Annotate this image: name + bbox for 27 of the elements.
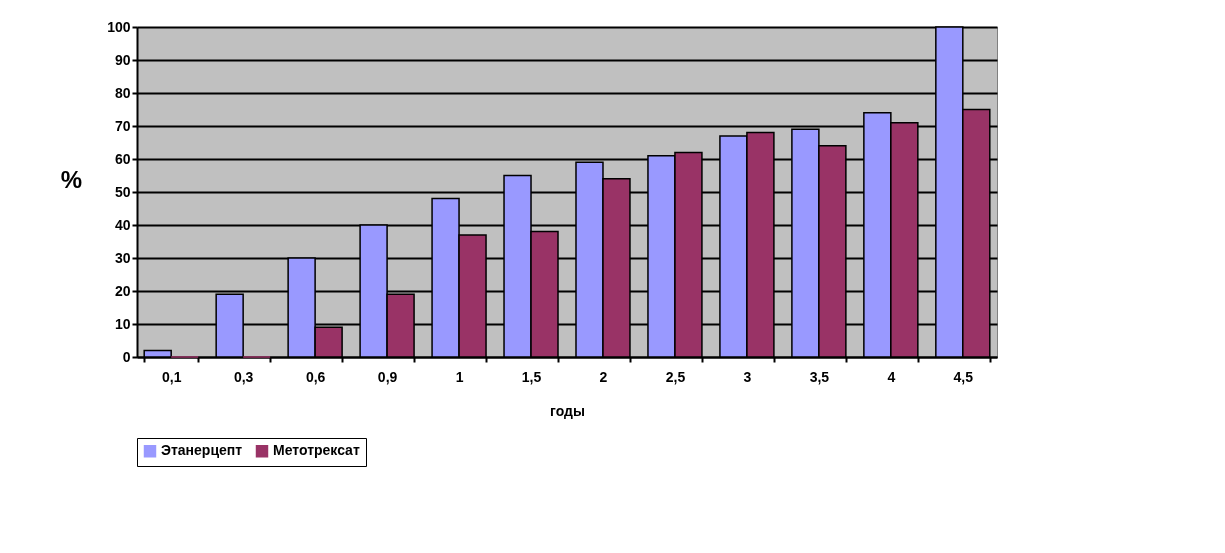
x-tick-label: 3,5 xyxy=(809,368,830,385)
y-tick-label: 10 xyxy=(114,315,131,332)
x-tick-label: 0,3 xyxy=(233,368,254,385)
x-axis-title: годы xyxy=(550,402,585,419)
x-tick-label: 0,1 xyxy=(161,368,182,385)
y-axis-title: % xyxy=(60,165,83,193)
y-tick-label: 40 xyxy=(114,216,131,233)
x-tick-label: 1,5 xyxy=(521,368,542,385)
y-tick-label: 90 xyxy=(114,51,131,68)
x-tick-label: 2 xyxy=(599,368,608,385)
x-tick-label: 1 xyxy=(455,368,464,385)
y-tick-label: 100 xyxy=(107,18,131,35)
x-tick-label: 4,5 xyxy=(953,368,974,385)
x-tick-label: 4 xyxy=(887,368,896,385)
legend-label: Метотрексат xyxy=(273,442,360,459)
legend-label: Этанерцепт xyxy=(161,442,243,459)
x-tick-label: 0,9 xyxy=(377,368,398,385)
y-tick-label: 30 xyxy=(114,249,131,266)
y-tick-label: 60 xyxy=(114,150,131,167)
y-tick-label: 20 xyxy=(114,282,131,299)
y-tick-label: 70 xyxy=(114,117,131,134)
x-tick-label: 2,5 xyxy=(665,368,686,385)
x-tick-label: 3 xyxy=(743,368,752,385)
x-tick-label: 0,6 xyxy=(305,368,326,385)
y-tick-label: 50 xyxy=(114,183,131,200)
y-tick-label: 0 xyxy=(122,348,131,365)
y-tick-label: 80 xyxy=(114,84,131,101)
